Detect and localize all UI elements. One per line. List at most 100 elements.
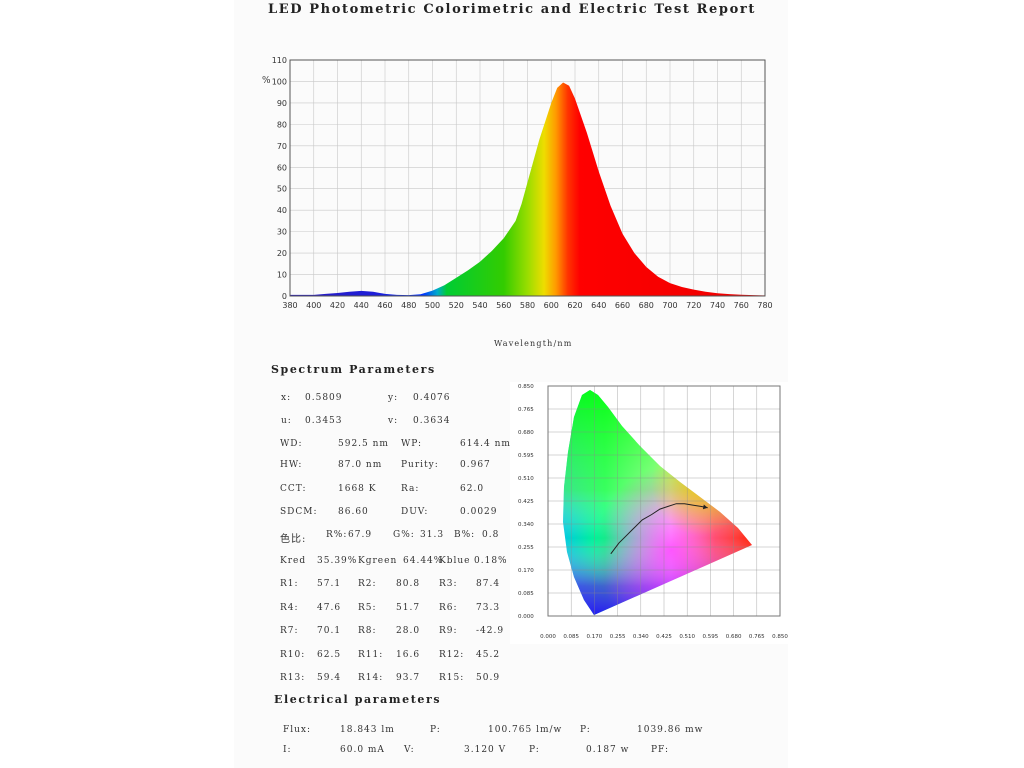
ri-value: 87.4 (476, 579, 501, 589)
spectrum-x-tick-label: 760 (734, 301, 749, 310)
wd-value: 592.5 nm (338, 439, 389, 449)
spectrum-x-tick-label: 740 (710, 301, 725, 310)
spectrum-y-tick-label: 0 (282, 292, 287, 301)
current-value: 60.0 mA (340, 745, 385, 755)
spectrum-x-tick-label: 680 (639, 301, 654, 310)
kgreen-value: 64.44% (403, 556, 444, 566)
v-label: v: (388, 416, 399, 426)
sdcm-label: SDCM: (280, 507, 318, 517)
spectrum-x-tick-label: 660 (615, 301, 630, 310)
ri-value: 59.4 (317, 673, 342, 683)
electrical-params-title: Electrical parameters (274, 693, 442, 706)
cie-y-tick-label: 0.680 (518, 430, 534, 436)
pf-label: PF: (651, 745, 670, 755)
ri-label: R12: (439, 650, 465, 660)
ri-value: 80.8 (396, 579, 421, 589)
ri-value: 73.3 (476, 603, 501, 613)
power-value: 0.187 w (586, 745, 630, 755)
spectrum-x-tick-label: 520 (449, 301, 464, 310)
ri-label: R1: (280, 579, 299, 589)
kgreen-label: Kgreen (358, 556, 398, 566)
cie-y-ticks: 0.000 0.085 0.170 0.255 0.340 0.425 0.510 0.595… (518, 384, 534, 620)
spectrum-x-tick-label: 460 (377, 301, 392, 310)
y-value: 0.4076 (413, 393, 451, 403)
spectrum-x-tick-label: 640 (591, 301, 606, 310)
flux-value: 18.843 lm (340, 725, 395, 735)
cct-label: CCT: (280, 484, 307, 494)
current-label: I: (283, 745, 292, 755)
ri-value: 57.1 (317, 579, 342, 589)
spectrum-x-tick-label: 720 (686, 301, 701, 310)
spectrum-x-tick-label: 480 (401, 301, 416, 310)
efficacy-label: P: (430, 725, 441, 735)
cie-x-tick-label: 0.510 (679, 634, 695, 640)
b-pct-value: 0.8 (482, 530, 500, 540)
spectrum-x-tick-label: 580 (520, 301, 535, 310)
b-pct-label: B%: (454, 530, 476, 540)
ri-label: R4: (280, 603, 299, 613)
ri-label: R15: (439, 673, 465, 683)
power-label: P: (529, 745, 540, 755)
r-pct-value: 67.9 (348, 530, 373, 540)
cie-x-tick-label: 0.085 (563, 634, 579, 640)
optical-power-value: 1039.86 mw (637, 725, 704, 735)
spectrum-x-tick-label: 600 (544, 301, 559, 310)
spectrum-y-tick-label: 40 (277, 206, 287, 215)
cie-y-tick-label: 0.255 (518, 545, 534, 551)
kblue-label: Kblue (439, 556, 471, 566)
ri-label: R2: (358, 579, 377, 589)
hw-value: 87.0 nm (338, 460, 383, 470)
spectrum-y-tick-label: 90 (277, 99, 287, 108)
cie-x-tick-label: 0.170 (587, 634, 603, 640)
spectrum-x-tick-label: 500 (425, 301, 440, 310)
spectrum-y-tick-label: 60 (277, 163, 287, 172)
ri-value: 62.5 (317, 650, 342, 660)
spectrum-x-tick-label: 440 (354, 301, 369, 310)
spectrum-x-tick-label: 700 (662, 301, 677, 310)
cie-x-tick-label: 0.255 (610, 634, 626, 640)
kred-value: 35.39% (317, 556, 358, 566)
ri-label: R6: (439, 603, 458, 613)
ri-label: R10: (280, 650, 306, 660)
spectrum-y-tick-label: 110 (272, 56, 287, 65)
g-pct-label: G%: (393, 530, 415, 540)
u-label: u: (281, 416, 292, 426)
cie-x-ticks: 0.000 0.085 0.170 0.255 0.340 0.425 0.510 0.595… (540, 634, 788, 640)
hw-label: HW: (280, 460, 303, 470)
spectrum-x-tick-label: 620 (567, 301, 582, 310)
spectrum-chart: 380 400 420 440 460 480 500 520 540 560 580 600 620 6… (262, 56, 773, 310)
cie-x-tick-label: 0.595 (703, 634, 719, 640)
ri-value: 70.1 (317, 626, 342, 636)
cie-y-tick-label: 0.170 (518, 568, 534, 574)
ra-value: 62.0 (460, 484, 485, 494)
y-label: y: (388, 393, 399, 403)
spectrum-x-tick-label: 540 (472, 301, 487, 310)
purity-value: 0.967 (460, 460, 491, 470)
cie-y-tick-label: 0.425 (518, 499, 534, 505)
ri-value: 28.0 (396, 626, 421, 636)
report-title: LED Photometric Colorimetric and Electri… (268, 2, 756, 17)
duv-value: 0.0029 (460, 507, 498, 517)
sdcm-value: 86.60 (338, 507, 369, 517)
cie-diagram: 0.000 0.085 0.170 0.255 0.340 0.425 0.510 0.595… (510, 382, 800, 644)
cie-y-tick-label: 0.850 (518, 384, 534, 390)
spectrum-y-tick-label: 80 (277, 120, 287, 129)
spectrum-y-tick-label: 20 (277, 249, 287, 258)
r-pct-label: R%: (326, 530, 348, 540)
cie-x-tick-label: 0.680 (726, 634, 742, 640)
optical-power-label: P: (580, 725, 591, 735)
voltage-label: V: (404, 745, 415, 755)
wd-label: WD: (280, 439, 303, 449)
x-label: x: (281, 393, 292, 403)
cie-x-tick-label: 0.765 (749, 634, 765, 640)
cie-y-tick-label: 0.000 (518, 614, 534, 620)
ri-label: R7: (280, 626, 299, 636)
cie-y-tick-label: 0.510 (518, 476, 534, 482)
ri-value: -42.9 (476, 626, 505, 636)
cie-x-tick-label: 0.340 (633, 634, 649, 640)
cct-value: 1668 K (338, 484, 377, 494)
cie-x-tick-label: 0.850 (772, 634, 788, 640)
ri-label: R5: (358, 603, 377, 613)
ri-label: R9: (439, 626, 458, 636)
cie-x-tick-label: 0.000 (540, 634, 556, 640)
